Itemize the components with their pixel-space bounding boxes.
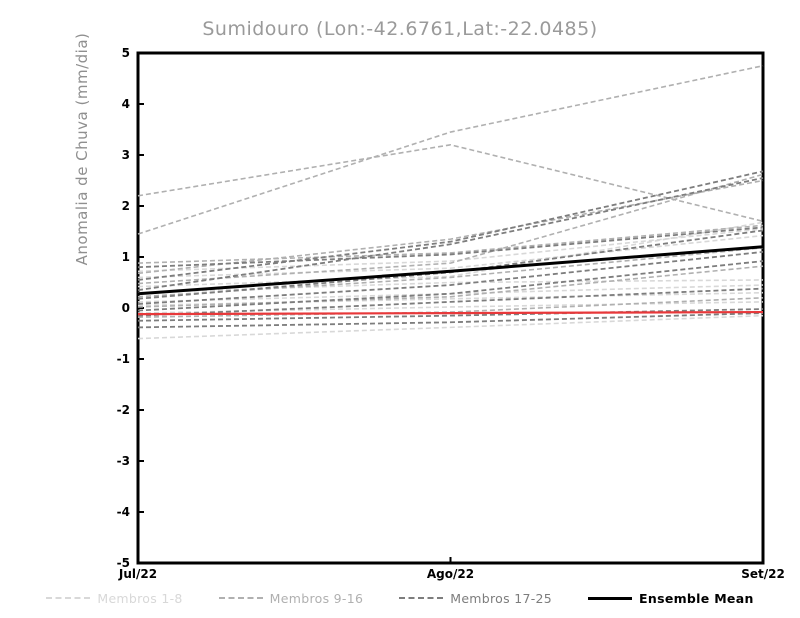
y-axis-tick-label: 4 bbox=[122, 97, 130, 111]
legend-item-label: Membros 1-8 bbox=[97, 590, 183, 606]
series-line bbox=[137, 224, 764, 264]
y-axis-tick-label: 0 bbox=[122, 301, 130, 315]
series-line bbox=[137, 64, 764, 235]
series-line bbox=[137, 310, 764, 316]
series-line bbox=[137, 265, 764, 308]
series-line bbox=[137, 287, 764, 317]
legend-line-swatch bbox=[588, 596, 633, 600]
series-line bbox=[137, 308, 764, 322]
legend-item[interactable]: Membros 17-25 bbox=[399, 591, 552, 606]
series-line bbox=[137, 312, 764, 329]
y-axis-tick-label: 3 bbox=[122, 148, 130, 162]
legend-item-label: Ensemble Mean bbox=[639, 590, 754, 606]
x-axis-tick-label: Ago/22 bbox=[427, 567, 474, 581]
legend-item-label: Membros 17-25 bbox=[450, 590, 553, 606]
series-line bbox=[137, 144, 764, 223]
series-line bbox=[137, 170, 764, 281]
legend-line-swatch bbox=[218, 597, 263, 599]
legend-item[interactable]: Ensemble Mean bbox=[588, 591, 754, 606]
series-line bbox=[137, 173, 764, 285]
legend-item[interactable]: Membros 9-16 bbox=[218, 590, 364, 606]
x-axis-tick-label: Set/22 bbox=[741, 567, 785, 581]
y-axis-tick-label: 2 bbox=[122, 199, 130, 213]
series-line bbox=[137, 221, 764, 288]
series-line bbox=[137, 229, 764, 300]
legend-line-swatch bbox=[46, 597, 91, 599]
series-line bbox=[137, 226, 764, 269]
plot-frame bbox=[136, 51, 765, 565]
y-axis-tick-label: 1 bbox=[122, 250, 130, 264]
y-axis-tick-label: -5 bbox=[117, 556, 130, 570]
y-axis-tick-label: -4 bbox=[117, 505, 130, 519]
y-axis-tick-label: -2 bbox=[117, 403, 130, 417]
y-axis-tick-label: 5 bbox=[122, 46, 130, 60]
series-line bbox=[137, 245, 764, 296]
series-line bbox=[137, 179, 764, 275]
chart-title: Sumidouro (Lon:-42.6761,Lat:-22.0485) bbox=[202, 18, 598, 40]
legend-line-swatch bbox=[399, 597, 444, 599]
legend-item-label: Membros 9-16 bbox=[269, 590, 364, 606]
series-line bbox=[137, 314, 764, 340]
x-axis-tick-label: Jul/22 bbox=[118, 567, 157, 581]
legend-item[interactable]: Membros 1-8 bbox=[46, 591, 182, 606]
series-line bbox=[137, 177, 764, 292]
chart-legend: Membros 1-8 Membros 9-16 Membros 17-25 Ense… bbox=[0, 586, 800, 610]
y-axis-tick-label: -3 bbox=[117, 454, 130, 468]
series-line bbox=[137, 251, 764, 305]
y-axis-tick-label: -1 bbox=[117, 352, 130, 366]
series-line bbox=[137, 260, 764, 312]
